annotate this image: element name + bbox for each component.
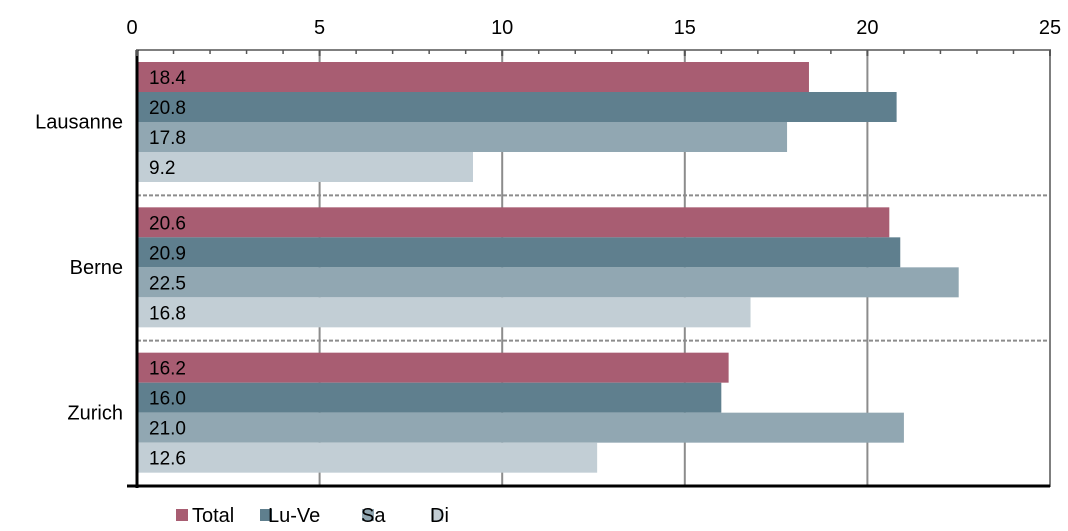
legend-label: Total: [192, 505, 234, 527]
category-label: Berne: [70, 257, 123, 279]
x-tick-label: 20: [856, 17, 878, 39]
bar-di: [137, 152, 473, 182]
bar-sa: [137, 267, 959, 298]
legend-swatch-sa: [362, 509, 374, 521]
legend-label: Lu-Ve: [268, 505, 320, 527]
labels-layer: 18.4 20.8 17.8 9.2 Lausanne 20.6 20.9 22.5 16.8 B…: [35, 17, 1061, 470]
data-label: 21.0: [149, 419, 186, 440]
x-tick-label: 0: [126, 17, 137, 39]
data-label: 9.2: [149, 158, 175, 179]
x-tick-label: 5: [314, 17, 325, 39]
x-tick-label: 25: [1039, 17, 1061, 39]
legend-swatch-lu-ve: [260, 509, 272, 521]
data-label: 20.9: [149, 243, 186, 264]
axes-layer: [127, 49, 1051, 488]
data-label: 20.6: [149, 213, 186, 234]
bar-di: [137, 442, 598, 473]
bar-total: [137, 62, 809, 92]
legend-swatch-di: [431, 509, 443, 521]
bar-lu-ve: [137, 237, 901, 268]
data-label: 18.4: [149, 68, 186, 89]
bar-di: [137, 297, 751, 328]
category-label: Zurich: [67, 402, 123, 424]
data-label: 12.6: [149, 449, 186, 470]
bar-sa: [137, 122, 788, 152]
bar-total: [137, 352, 729, 383]
data-label: 22.5: [149, 273, 186, 294]
bar-lu-ve: [137, 382, 722, 413]
x-tick-label: 10: [491, 17, 513, 39]
legend-layer: Total Lu-Ve Sa Di: [176, 505, 449, 527]
legend-label: Di: [430, 505, 449, 527]
bar-lu-ve: [137, 92, 897, 122]
data-label: 16.0: [149, 389, 186, 410]
data-label: 16.8: [149, 303, 186, 324]
x-tick-label: 15: [674, 17, 696, 39]
legend-label: Sa: [361, 505, 386, 527]
data-label: 17.8: [149, 128, 186, 149]
category-label: Lausanne: [35, 112, 123, 134]
data-label: 16.2: [149, 359, 186, 380]
data-label: 20.8: [149, 98, 186, 119]
bar-total: [137, 207, 890, 238]
legend-swatch-total: [176, 509, 188, 521]
bar-sa: [137, 412, 904, 443]
bars-layer: [137, 62, 959, 473]
